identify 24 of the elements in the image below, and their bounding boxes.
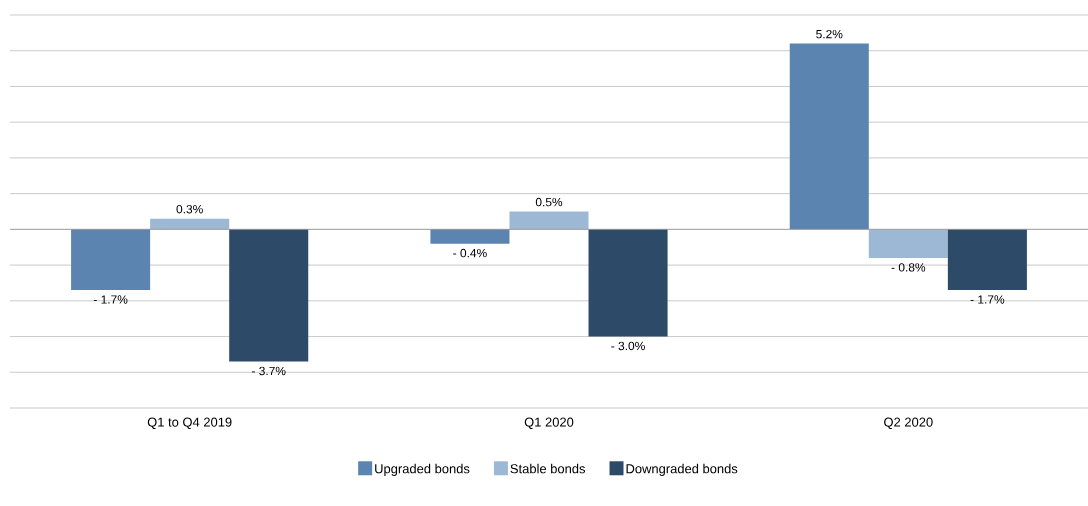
bar (789, 43, 869, 230)
bar (430, 229, 510, 244)
bar (868, 229, 948, 258)
bar (150, 218, 230, 230)
data-label: - 1.7% (970, 295, 1005, 304)
data-label: - 0.8% (891, 263, 926, 272)
bar (947, 229, 1027, 291)
data-label: 0.5% (535, 197, 563, 207)
data-label: - 3.7% (251, 366, 286, 376)
data-label: - 1.7% (93, 295, 128, 304)
data-label: 5.2% (816, 29, 843, 39)
x-tick-label: Q2 2020 (884, 417, 933, 430)
bar (229, 229, 309, 362)
bar (71, 229, 151, 291)
legend-label: Upgraded bonds (375, 463, 470, 476)
x-tick-label: Q1 2020 (524, 417, 574, 430)
legend-label: Downgraded bonds (626, 463, 738, 476)
data-label: - 0.4% (453, 248, 487, 258)
x-tick-label: Q1 to Q4 2019 (147, 417, 232, 430)
data-label: 0.3% (176, 204, 203, 214)
bar (588, 229, 668, 337)
data-label: - 3.0% (611, 341, 645, 351)
legend-label: Stable bonds (510, 463, 586, 474)
bar (509, 211, 589, 230)
